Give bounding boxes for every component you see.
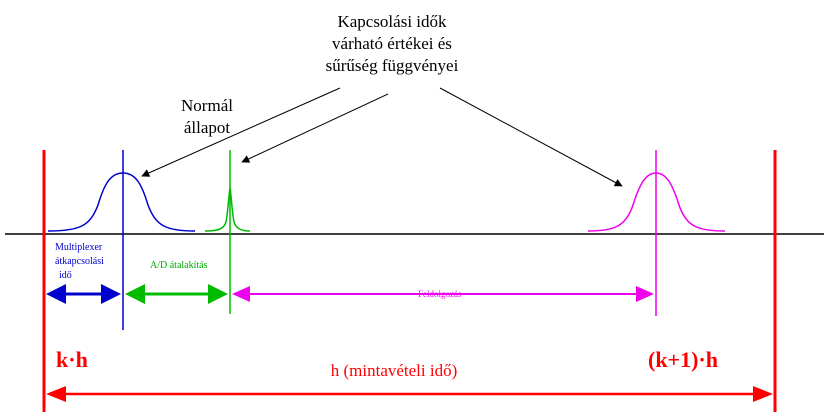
period-label: h (mintavételi idő) xyxy=(331,361,458,380)
multiplexer-label-line-3: idő xyxy=(59,270,72,281)
period-arrow xyxy=(46,386,773,402)
title-line-3: sűrűség függvényei xyxy=(326,56,459,75)
multiplexer-label-line-1: Multiplexer xyxy=(55,242,103,253)
processing-interval-arrow xyxy=(232,286,654,302)
ad-density-curve xyxy=(204,187,251,232)
multiplexer-density-curve xyxy=(47,172,196,232)
processing-label: Feldolgozás xyxy=(418,289,462,299)
ad-interval-arrow xyxy=(125,284,228,304)
normal-state-line-2: állapot xyxy=(184,118,231,137)
pointer-arrow-green xyxy=(241,93,389,163)
pointer-arrow-magenta xyxy=(439,87,623,187)
kh-label: k·h xyxy=(56,347,88,372)
pointer-arrow-blue xyxy=(141,87,341,177)
normal-state-line-1: Normál xyxy=(181,96,233,115)
k1h-label: (k+1)·h xyxy=(648,347,718,372)
ad-conversion-label: A/D átalakítás xyxy=(150,260,208,271)
multiplexer-interval-arrow xyxy=(46,284,121,304)
title-line-2: várható értékei és xyxy=(332,34,452,53)
multiplexer-label-line-2: átkapcsolási xyxy=(55,256,104,267)
title-line-1: Kapcsolási idők xyxy=(337,12,447,31)
